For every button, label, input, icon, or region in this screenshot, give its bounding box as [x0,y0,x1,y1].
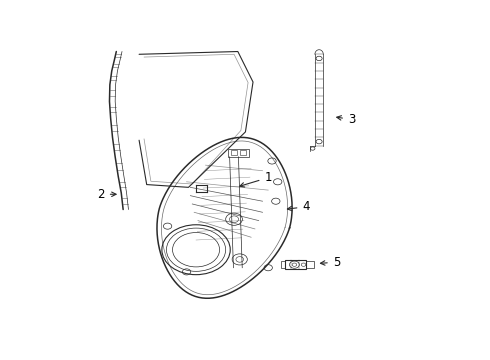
Text: 5: 5 [320,256,340,269]
Bar [306,261,314,268]
Bar [281,261,285,268]
Text: 4: 4 [288,200,310,213]
Text: 2: 2 [98,188,116,201]
Bar [285,260,306,269]
Text: 3: 3 [337,113,355,126]
Text: 1: 1 [240,171,272,187]
Bar [228,149,249,157]
Bar [240,150,246,155]
Bar [231,150,238,155]
